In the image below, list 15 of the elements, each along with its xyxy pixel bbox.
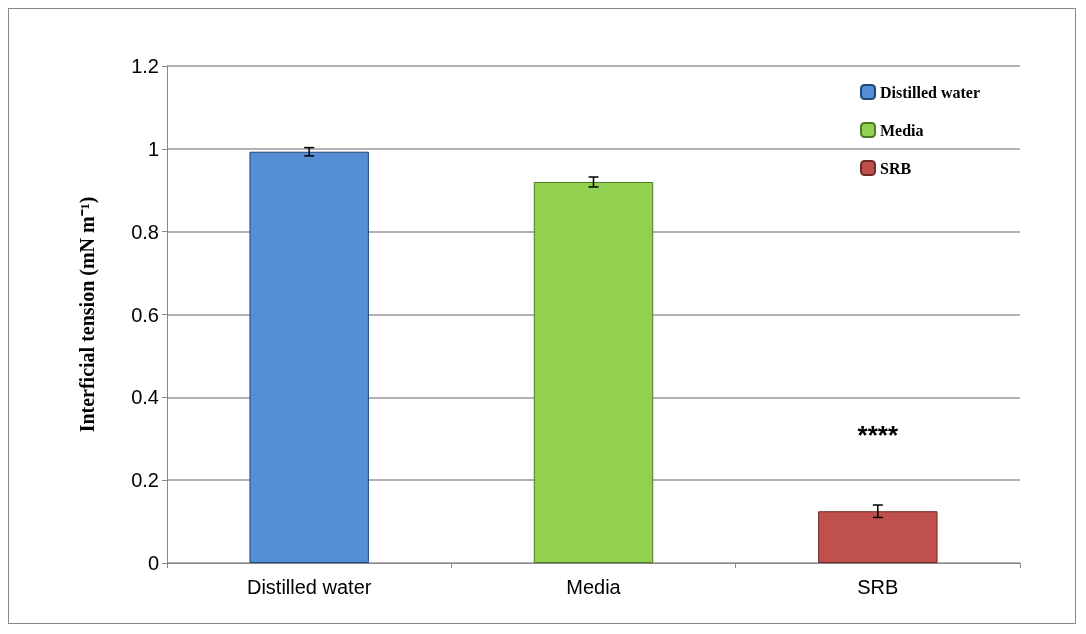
y-tick-label: 0.2 [131, 469, 159, 492]
x-tick-label: SRB [857, 576, 899, 598]
y-tick-label: 0 [147, 552, 159, 574]
y-axis-title: Interficial tension (mN m⁻¹) [76, 196, 99, 433]
x-tick-label: Distilled water [246, 576, 372, 598]
y-tick-label: 1.2 [131, 55, 159, 77]
annotation: **** [857, 420, 899, 451]
legend-label: Distilled water [880, 83, 981, 101]
y-tick-label: 0.8 [131, 220, 159, 243]
legend-label: Media [880, 121, 924, 139]
y-tick-label: 1 [147, 137, 159, 160]
y-tick-label: 0.6 [131, 303, 159, 326]
x-tick-label: Media [566, 576, 622, 598]
y-tick-label: 0.4 [131, 386, 159, 409]
legend-label: SRB [880, 159, 912, 177]
